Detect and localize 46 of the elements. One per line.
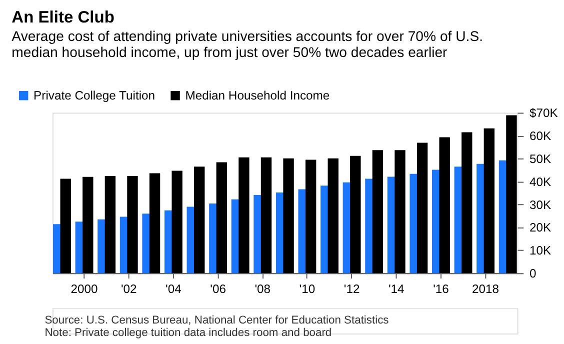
x-tick-label: '12: [344, 282, 360, 296]
legend-label: Median Household Income: [185, 88, 330, 102]
text: Average cost of attending private universities accounts for over 70% of U.S.: [12, 28, 484, 44]
bar: [194, 166, 205, 274]
x-tick-label: '06: [210, 282, 226, 296]
bar: [439, 137, 450, 274]
y-tick-label: 0: [529, 266, 536, 281]
bar: [462, 132, 472, 274]
x-tick-label: '16: [433, 282, 450, 296]
y-tick-label: $70K: [529, 106, 558, 120]
chart-title: An Elite Club: [12, 7, 114, 26]
bar: [350, 156, 361, 274]
y-tick-label: 30K: [529, 198, 552, 212]
bar: [127, 176, 138, 274]
x-tick-label: 2000: [70, 282, 98, 296]
bar: [60, 178, 71, 274]
bar: [172, 170, 182, 274]
y-tick-label: 10K: [529, 244, 552, 258]
bar: [305, 160, 316, 274]
bar: [238, 157, 250, 274]
bar: [328, 158, 338, 274]
x-tick-label: '04: [166, 282, 182, 296]
y-tick-label: 60K: [529, 129, 552, 144]
x-tick-label: '10: [299, 282, 316, 296]
x-tick-label: '02: [120, 282, 138, 296]
bar: [260, 157, 272, 274]
bar: [372, 150, 384, 274]
y-tick-label: 20K: [529, 220, 552, 235]
x-tick-label: '08: [254, 282, 271, 296]
source-note: Source: U.S. Census Bureau, National Center for Education Statistics: [44, 314, 390, 326]
text: median household income, up from just over 50% two decades earlier: [12, 44, 448, 60]
x-tick-label: 2018: [472, 282, 500, 296]
bar: [484, 128, 495, 274]
bar: [394, 150, 406, 274]
legend-label: Private College Tuition: [34, 88, 156, 102]
bar: [82, 176, 94, 274]
x-tick-label: '14: [388, 282, 405, 296]
text: Note: Private college tuition data includes room and board: [44, 326, 332, 339]
bar: [104, 176, 116, 274]
bar: [506, 115, 517, 274]
bar: [283, 158, 294, 274]
y-tick-label: 50K: [529, 152, 552, 166]
bar: [416, 142, 428, 274]
bar: [216, 162, 228, 274]
bar: [149, 173, 160, 274]
y-tick-label: 40K: [529, 174, 552, 189]
